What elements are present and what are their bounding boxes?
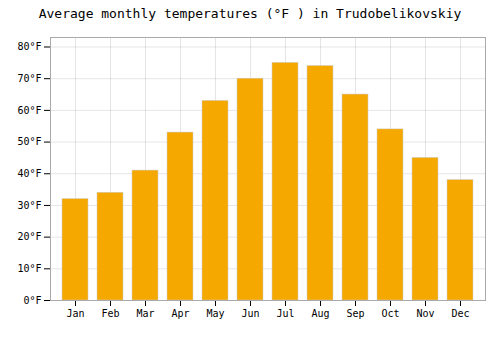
svg-text:Jan: Jan (66, 308, 84, 319)
svg-text:Mar: Mar (136, 308, 154, 319)
svg-text:May: May (206, 308, 224, 319)
svg-text:Nov: Nov (416, 308, 434, 319)
svg-text:10°F: 10°F (17, 263, 41, 274)
svg-text:20°F: 20°F (17, 231, 41, 242)
html-text:Average monthly temperatures (: Average monthly temperatures (°F ) in Tr… (38, 6, 462, 21)
svg-text:Dec: Dec (451, 308, 469, 319)
svg-text:Oct: Oct (381, 308, 399, 319)
svg-text:80°F: 80°F (17, 41, 41, 52)
svg-text:60°F: 60°F (17, 105, 41, 116)
svg-text:40°F: 40°F (17, 168, 41, 179)
svg-text:Aug: Aug (311, 308, 329, 319)
svg-text:70°F: 70°F (17, 73, 41, 84)
svg-text:Apr: Apr (171, 308, 189, 319)
svg-text:30°F: 30°F (17, 200, 41, 211)
svg-text:0°F: 0°F (23, 295, 41, 306)
svg-text:50°F: 50°F (17, 136, 41, 147)
svg-text:Sep: Sep (346, 308, 364, 319)
svg-text:Jul: Jul (276, 308, 294, 319)
svg-text:Feb: Feb (101, 308, 119, 319)
svg-text:Jun: Jun (241, 308, 259, 319)
